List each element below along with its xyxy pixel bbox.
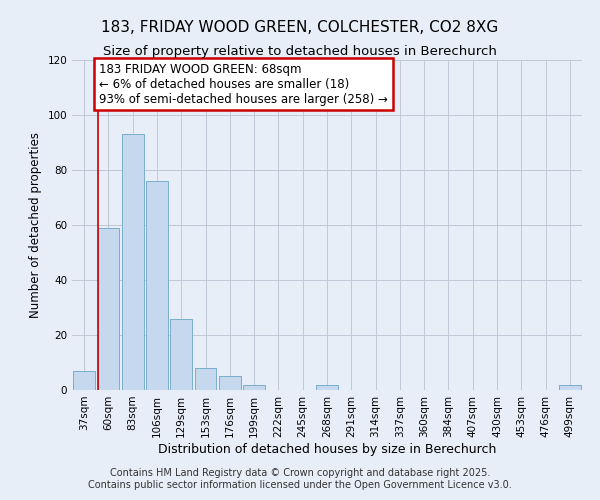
Bar — [243, 384, 265, 390]
X-axis label: Distribution of detached houses by size in Berechurch: Distribution of detached houses by size … — [158, 442, 496, 456]
Bar — [316, 384, 338, 390]
Text: Contains HM Land Registry data © Crown copyright and database right 2025.
Contai: Contains HM Land Registry data © Crown c… — [88, 468, 512, 490]
Bar — [194, 368, 217, 390]
Bar — [219, 376, 241, 390]
Bar — [559, 384, 581, 390]
Bar — [97, 228, 119, 390]
Bar — [73, 371, 95, 390]
Text: 183 FRIDAY WOOD GREEN: 68sqm
← 6% of detached houses are smaller (18)
93% of sem: 183 FRIDAY WOOD GREEN: 68sqm ← 6% of det… — [99, 62, 388, 106]
Bar — [170, 318, 192, 390]
Y-axis label: Number of detached properties: Number of detached properties — [29, 132, 42, 318]
Bar — [146, 181, 168, 390]
Bar — [122, 134, 143, 390]
Text: Size of property relative to detached houses in Berechurch: Size of property relative to detached ho… — [103, 45, 497, 58]
Text: 183, FRIDAY WOOD GREEN, COLCHESTER, CO2 8XG: 183, FRIDAY WOOD GREEN, COLCHESTER, CO2 … — [101, 20, 499, 35]
